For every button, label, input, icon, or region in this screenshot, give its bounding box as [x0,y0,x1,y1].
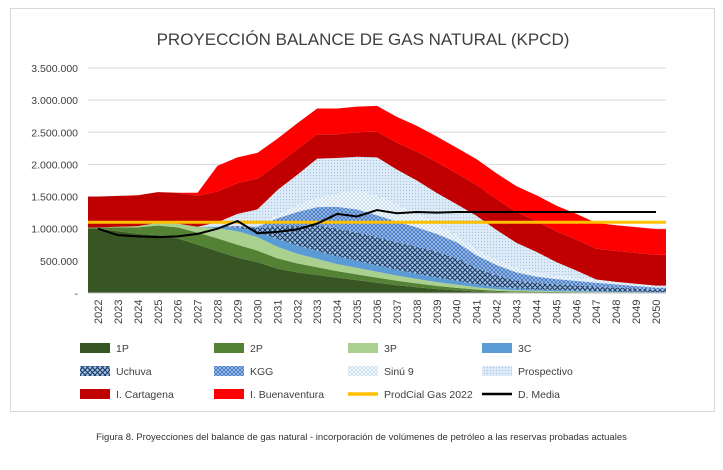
x-tick-label: 2022 [93,300,105,324]
legend-item-uchuva: Uchuva [80,366,152,378]
legend-swatch [214,343,244,353]
legend-swatch [348,343,378,353]
figure-caption: Figura 8. Proyecciones del balance de ga… [96,432,627,443]
area-i-cartagena [88,131,666,286]
y-tick-label: 2.500.000 [31,127,78,139]
y-tick-label: 500.000 [40,256,78,268]
legend-item-3p: 3P [348,343,397,355]
x-tick-label: 2035 [352,300,364,324]
x-tick-label: 2027 [193,300,205,324]
line-d-media [97,209,657,239]
legend-label: 1P [116,343,129,355]
legend-item-prospectivo: Prospectivo [482,366,573,378]
x-tick-label: 2043 [512,300,524,324]
x-tick-label: 2045 [551,300,563,324]
x-tick-label: 2038 [412,300,424,324]
legend-item-2p: 2P [214,343,263,355]
area-3p [88,222,666,293]
x-tick-label: 2039 [432,300,444,324]
x-tick-label: 2037 [392,300,404,324]
x-axis-tick-labels: 2022 2023 2024 2025 2026 2027 2028 2029 2030 2031… [88,292,666,324]
legend: 1P 2P 3P 3C Uchuva KGG Sinú 9 Prospectivo I. Car… [80,343,573,401]
chart-svg: PROYECCIÓN BALANCE DE GAS NATURAL (KPCD)… [31,30,666,401]
x-tick-label: 2049 [631,300,643,324]
legend-label: KGG [250,366,273,378]
legend-label: Sinú 9 [384,366,414,378]
area-i-buenaventura [88,105,666,255]
legend-label: Uchuva [116,366,152,378]
y-tick-label: 1.500.000 [31,192,78,204]
legend-item-1p: 1P [80,343,129,355]
y-tick-label: - [75,288,79,300]
y-tick-label: 3.500.000 [31,63,78,75]
x-tick-label: 2042 [492,300,504,324]
x-tick-label: 2034 [332,300,344,324]
x-tick-label: 2048 [611,300,623,324]
x-tick-label: 2030 [252,300,264,324]
legend-label: I. Cartagena [116,389,174,401]
legend-label: 2P [250,343,263,355]
x-tick-label: 2040 [452,300,464,324]
legend-item-prodcial-gas-2022: ProdCial Gas 2022 [348,389,473,401]
x-tick-label: 2047 [591,300,603,324]
x-tick-label: 2036 [372,300,384,324]
x-tick-label: 2033 [312,300,324,324]
x-tick-label: 2044 [531,300,543,324]
x-tick-label: 2046 [571,300,583,324]
legend-item-3c: 3C [482,343,532,355]
chart-title: PROYECCIÓN BALANCE DE GAS NATURAL (KPCD) [157,30,570,49]
y-axis-tick-labels: - 500.000 1.000.000 1.500.000 2.000.000 2.500… [31,63,78,300]
legend-swatch [348,366,378,376]
legend-label: 3C [518,343,532,355]
area-series [88,105,666,293]
legend-swatch [214,366,244,376]
legend-swatch [80,389,110,399]
x-tick-label: 2050 [651,300,663,324]
legend-label: Prospectivo [518,366,573,378]
x-tick-label: 2028 [213,300,225,324]
legend-label: D. Media [518,389,560,401]
x-tick-label: 2031 [272,300,284,324]
x-tick-label: 2032 [292,300,304,324]
x-tick-label: 2023 [113,300,125,324]
legend-swatch [214,389,244,399]
y-tick-label: 2.000.000 [31,159,78,171]
y-tick-label: 1.000.000 [31,224,78,236]
legend-label: ProdCial Gas 2022 [384,389,473,401]
legend-item-kgg: KGG [214,366,273,378]
legend-swatch [80,366,110,376]
legend-label: I. Buenaventura [250,389,324,401]
area-uchuva [88,222,666,293]
legend-item-d-media: D. Media [482,389,560,401]
area-1p [88,228,666,293]
legend-item-i-cartagena: I. Cartagena [80,389,174,401]
x-tick-label: 2026 [173,300,185,324]
area-prospectivo [88,156,666,286]
legend-swatch [482,343,512,353]
legend-label: 3P [384,343,397,355]
x-tick-label: 2025 [153,300,165,324]
legend-swatch [482,366,512,376]
area-2p [88,225,666,293]
legend-swatch [80,343,110,353]
x-tick-label: 2041 [472,300,484,324]
x-tick-label: 2029 [232,300,244,324]
legend-item-i-buenaventura: I. Buenaventura [214,389,324,401]
x-tick-label: 2024 [133,300,145,324]
line-series [88,209,666,239]
y-tick-label: 3.000.000 [31,95,78,107]
legend-item-sinu-9: Sinú 9 [348,366,414,378]
